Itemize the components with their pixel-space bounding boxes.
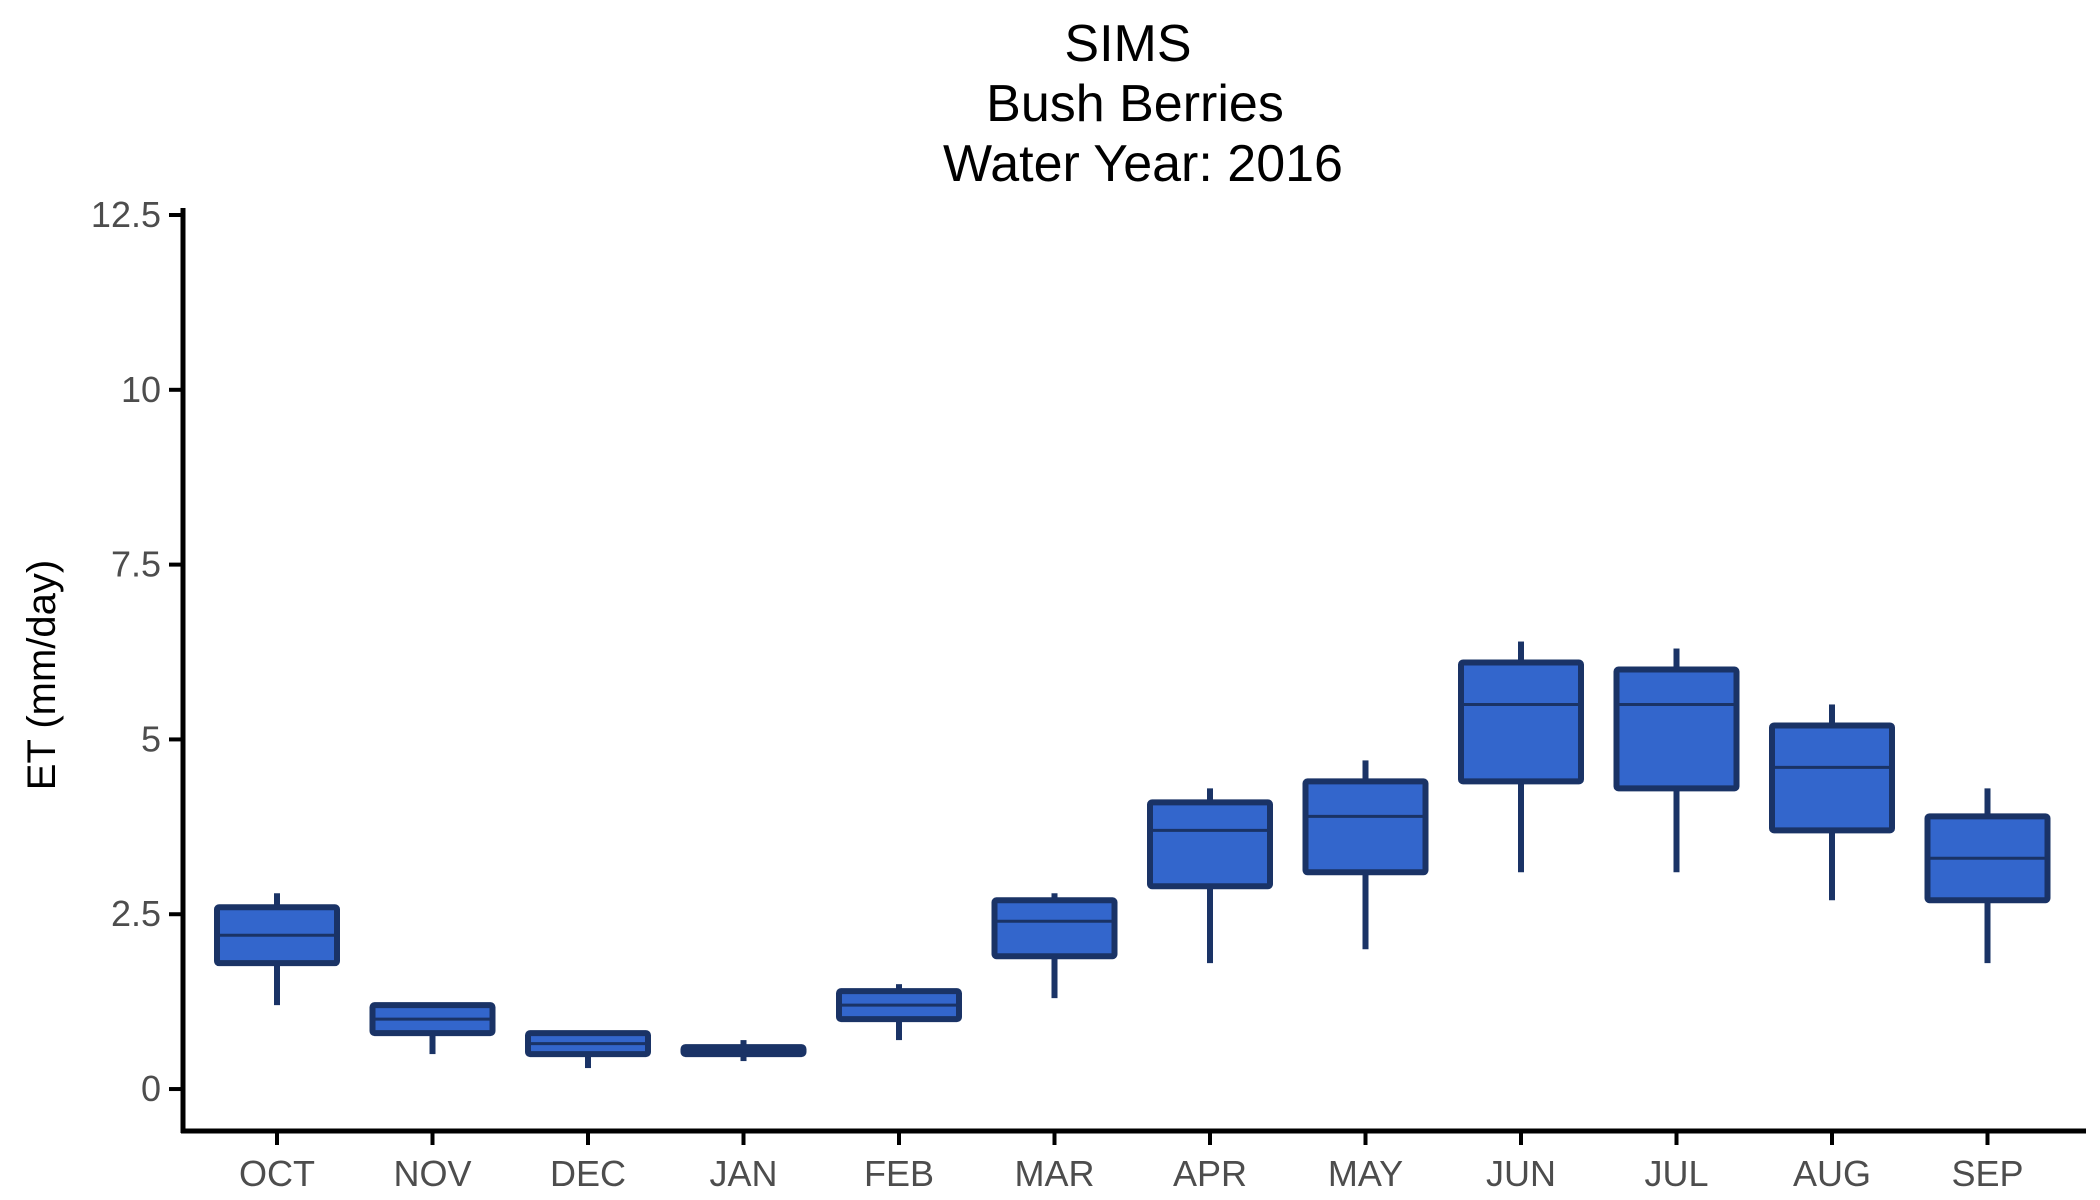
box-jul bbox=[1613, 648, 1740, 873]
chart-title: SIMS Bush Berries Water Year: 2016 bbox=[943, 15, 1343, 193]
chart-title-line-3: Water Year: 2016 bbox=[943, 135, 1343, 193]
box-jun bbox=[1458, 641, 1584, 873]
y-axis-ticks: 0 2.5 5 7.5 10 12.5 bbox=[91, 194, 183, 1109]
box-oct bbox=[214, 893, 340, 1006]
box-body bbox=[1458, 659, 1584, 785]
x-tick-label: AUG bbox=[1793, 1153, 1871, 1194]
box-dec bbox=[525, 1030, 651, 1069]
box-body bbox=[991, 897, 1118, 960]
chart-title-line-1: SIMS bbox=[1064, 15, 1191, 73]
box-jan bbox=[680, 1040, 807, 1062]
box-apr bbox=[1147, 788, 1273, 964]
box-nov bbox=[369, 1002, 496, 1055]
x-tick-label: DEC bbox=[550, 1153, 626, 1194]
box-body bbox=[1613, 666, 1740, 792]
y-tick-label: 7.5 bbox=[111, 544, 161, 585]
box-feb bbox=[836, 984, 962, 1041]
y-tick-label: 12.5 bbox=[91, 194, 161, 235]
x-tick-label: MAY bbox=[1328, 1153, 1403, 1194]
box-body bbox=[1302, 778, 1429, 876]
x-tick-label: JUN bbox=[1486, 1153, 1556, 1194]
x-axis-ticks: OCT NOV DEC JAN FEB MAR APR MAY JUN JUL AUG SEP bbox=[239, 1131, 2024, 1194]
y-axis-title: ET (mm/day) bbox=[20, 560, 64, 790]
x-tick-label: NOV bbox=[393, 1153, 471, 1194]
y-tick-label: 5 bbox=[141, 718, 161, 759]
box-may bbox=[1302, 760, 1429, 950]
y-tick-label: 10 bbox=[121, 369, 161, 410]
box-layer bbox=[214, 641, 2051, 1069]
box-body bbox=[1147, 799, 1273, 890]
chart-title-line-2: Bush Berries bbox=[986, 75, 1284, 133]
box-body bbox=[1769, 722, 1895, 834]
x-tick-label: JUL bbox=[1644, 1153, 1708, 1194]
x-tick-label: SEP bbox=[1951, 1153, 2023, 1194]
x-tick-label: APR bbox=[1173, 1153, 1247, 1194]
box-mar bbox=[991, 893, 1118, 999]
x-tick-label: JAN bbox=[709, 1153, 777, 1194]
x-tick-label: FEB bbox=[864, 1153, 934, 1194]
x-tick-label: OCT bbox=[239, 1153, 315, 1194]
box-sep bbox=[1924, 788, 2051, 964]
x-tick-label: MAR bbox=[1015, 1153, 1095, 1194]
box-aug bbox=[1769, 704, 1895, 901]
y-tick-label: 2.5 bbox=[111, 893, 161, 934]
y-tick-label: 0 bbox=[141, 1068, 161, 1109]
